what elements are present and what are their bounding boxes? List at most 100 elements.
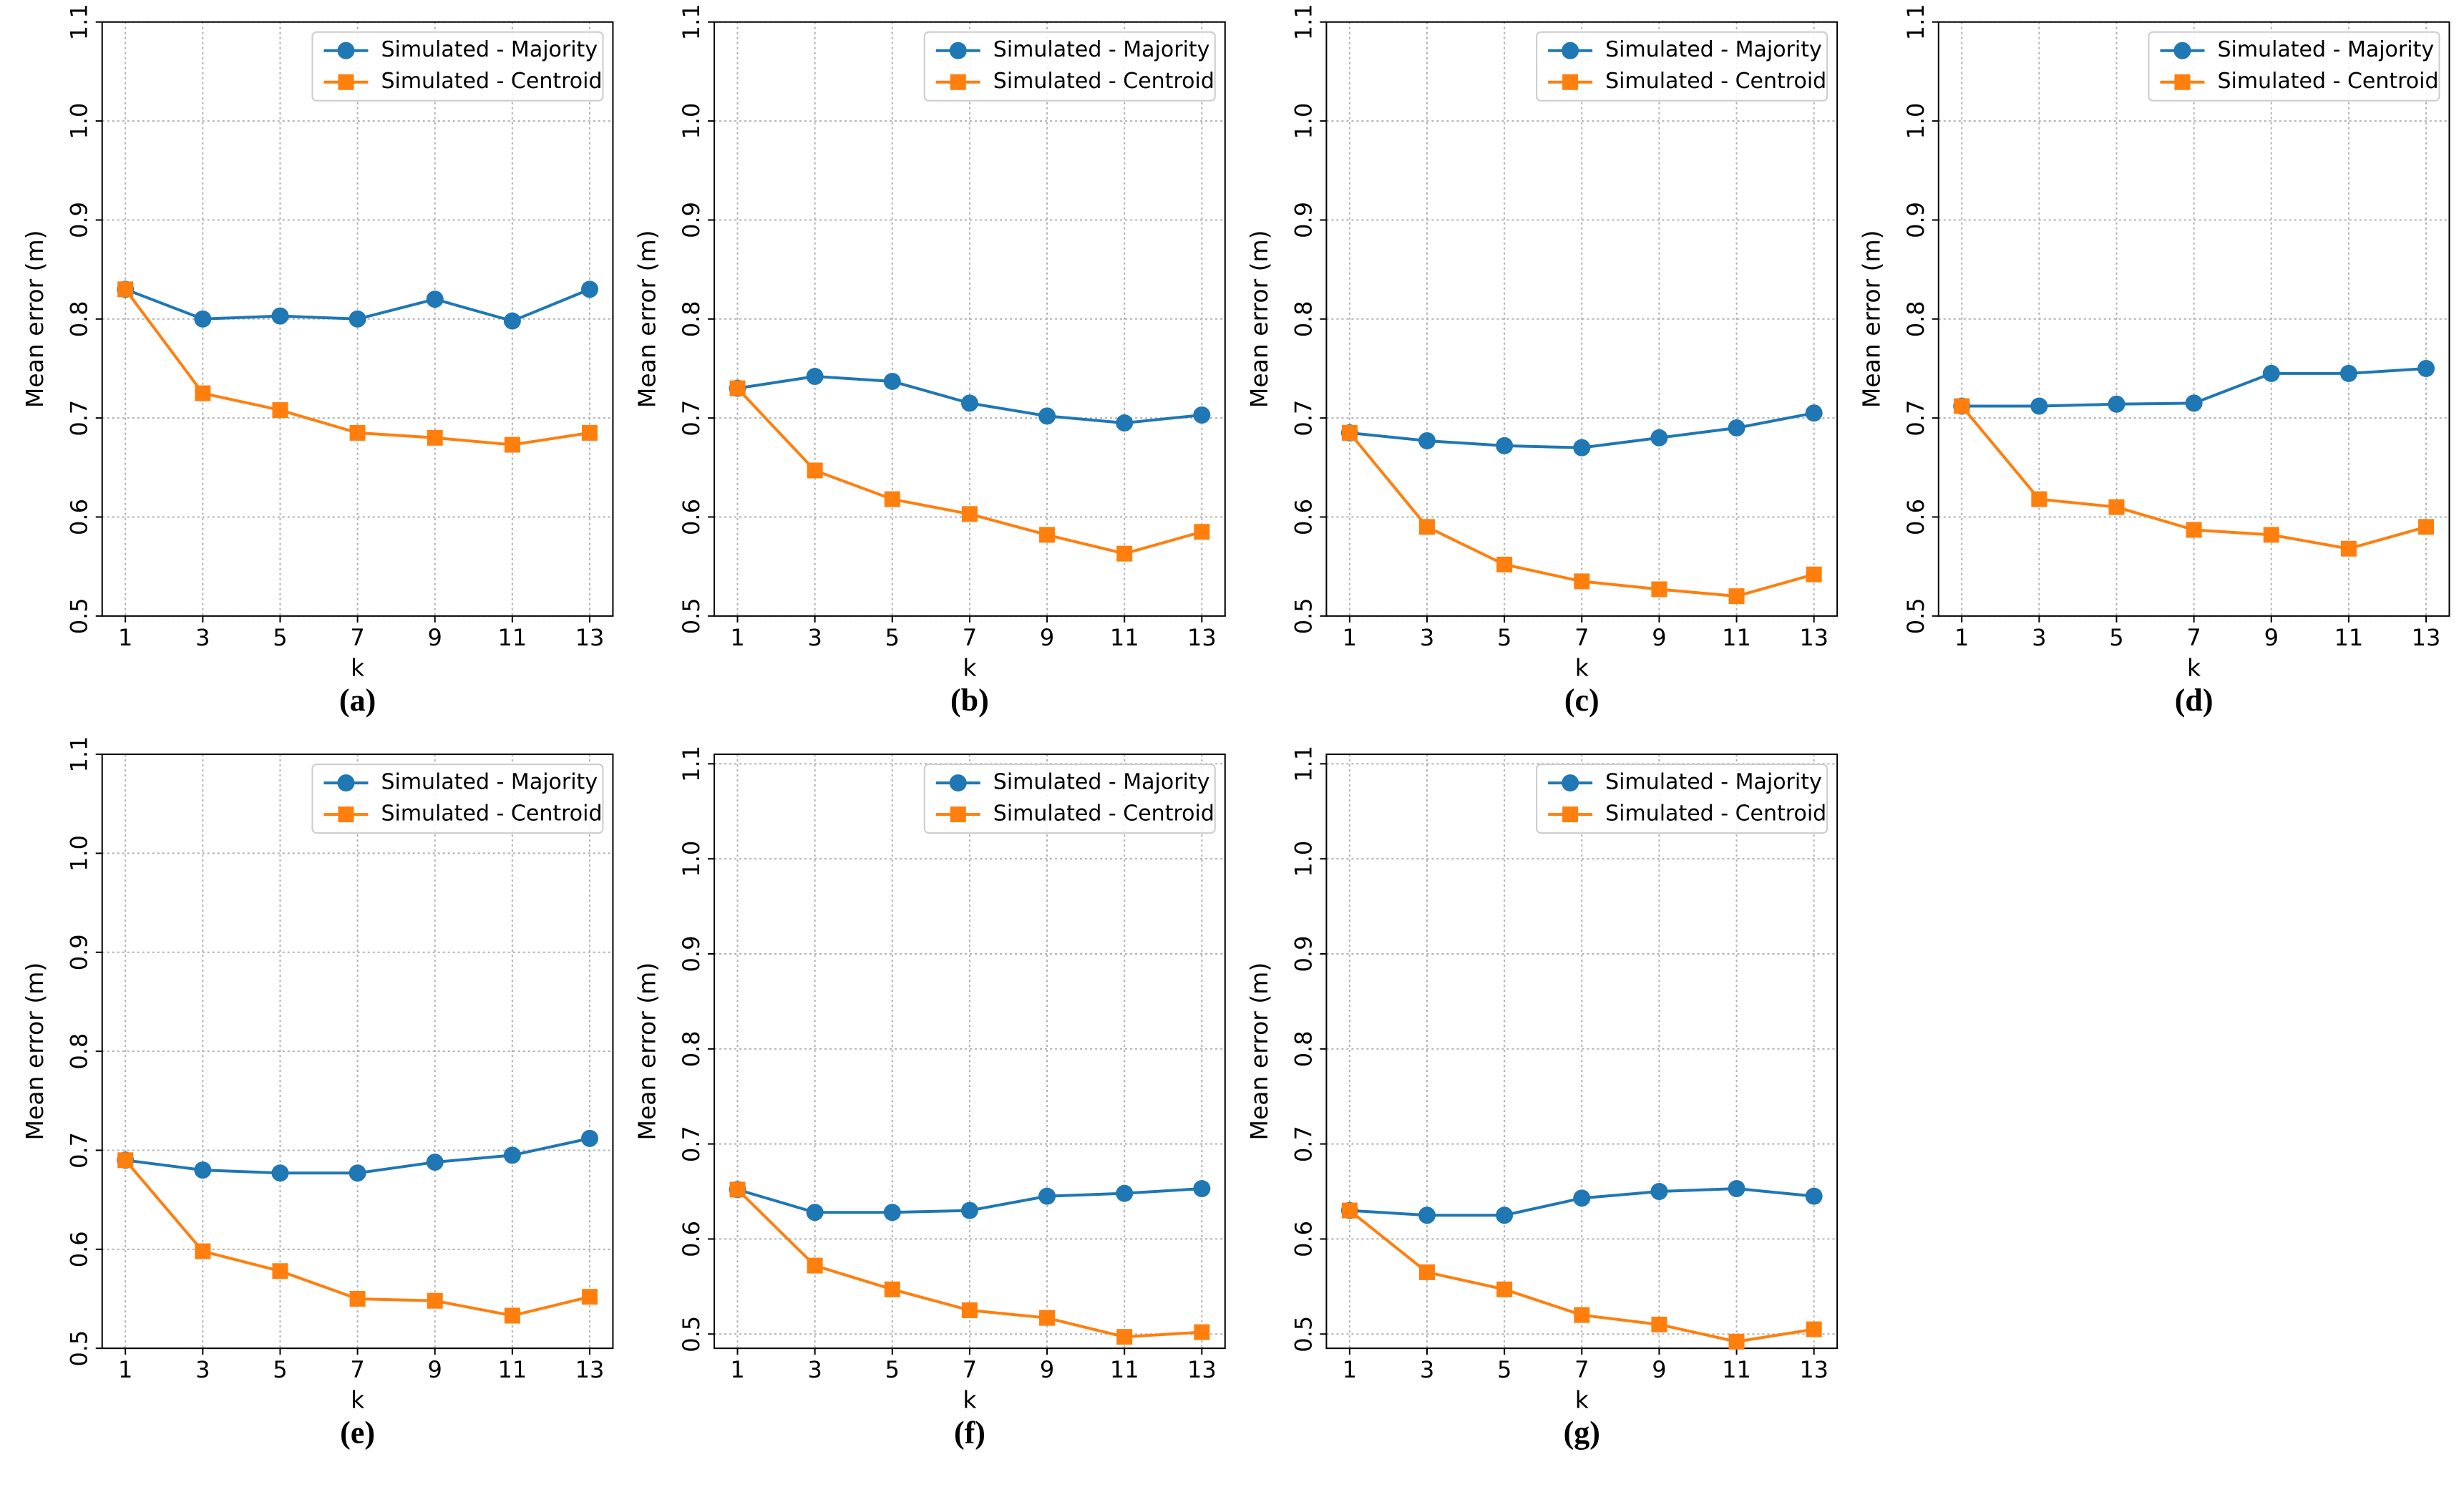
marker (1193, 1180, 1211, 1198)
y-tick-label: 0.9 (1290, 936, 1317, 972)
legend-label: Simulated - Centroid (2217, 69, 2438, 94)
marker (884, 1281, 900, 1297)
x-tick-label: 1 (118, 1356, 132, 1383)
y-tick-label: 0.9 (66, 202, 93, 238)
legend-label: Simulated - Centroid (1605, 69, 1826, 94)
y-tick-label: 0.6 (1290, 1221, 1317, 1257)
y-axis-label: Mean error (m) (1245, 962, 1273, 1141)
panel-caption: (g) (1564, 1415, 1600, 1450)
y-tick-label: 1.1 (1290, 746, 1317, 782)
marker (271, 1164, 289, 1182)
marker (2418, 519, 2435, 535)
x-tick-label: 11 (1110, 624, 1139, 651)
marker (1116, 414, 1134, 432)
y-tick-label: 0.9 (1902, 202, 1929, 238)
x-tick-label: 1 (1343, 624, 1357, 651)
marker (1650, 1183, 1668, 1201)
legend-box (923, 764, 1216, 834)
marker (960, 1201, 978, 1219)
marker (194, 310, 212, 328)
panel-caption: (e) (340, 1415, 375, 1450)
marker (2173, 42, 2191, 59)
marker (337, 774, 355, 792)
marker (1039, 527, 1056, 543)
y-tick-label: 0.5 (66, 1330, 93, 1367)
y-tick-label: 1.1 (678, 4, 705, 40)
marker (426, 1154, 444, 1171)
x-tick-label: 7 (1574, 1356, 1589, 1383)
marker (961, 1302, 978, 1319)
x-tick-label: 11 (2334, 624, 2364, 651)
y-tick-label: 0.7 (66, 400, 93, 437)
marker (950, 74, 966, 90)
legend-label: Simulated - Centroid (993, 801, 1214, 827)
marker (1341, 424, 1358, 441)
marker (580, 281, 598, 298)
marker (1573, 1189, 1591, 1207)
marker (1728, 588, 1745, 605)
x-tick-label: 13 (1187, 624, 1217, 651)
plot-frame (714, 754, 1226, 1350)
y-tick-label: 0.5 (678, 1316, 705, 1352)
x-axis-label: k (351, 1386, 365, 1414)
legend-label: Simulated - Majority (993, 37, 1210, 62)
marker (117, 281, 134, 298)
marker (2031, 491, 2047, 507)
x-tick-label: 5 (1497, 1356, 1511, 1383)
marker (950, 806, 966, 823)
marker (1496, 1206, 1514, 1224)
marker (195, 385, 211, 401)
marker (1194, 1324, 1210, 1340)
x-tick-label: 3 (195, 1356, 210, 1383)
plot-frame (1325, 21, 1839, 617)
marker (1806, 1321, 1822, 1337)
panel-caption: (b) (950, 683, 989, 718)
marker (580, 1129, 598, 1147)
x-tick-label: 13 (1187, 1356, 1217, 1383)
x-tick-label: 3 (1420, 1356, 1434, 1383)
x-tick-label: 3 (2032, 624, 2046, 651)
x-tick-label: 9 (1040, 624, 1054, 651)
x-tick-label: 11 (1722, 624, 1751, 651)
marker (426, 291, 444, 308)
marker (1419, 519, 1436, 535)
y-axis-label: Mean error (m) (633, 962, 661, 1141)
x-tick-label: 7 (1574, 624, 1589, 651)
x-tick-label: 3 (195, 624, 210, 651)
x-tick-label: 1 (1954, 624, 1969, 651)
legend-box (2148, 31, 2440, 102)
x-tick-label: 9 (2264, 624, 2279, 651)
x-tick-label: 13 (2412, 624, 2441, 651)
marker (806, 1204, 824, 1222)
y-tick-label: 0.8 (678, 301, 705, 337)
x-tick-label: 11 (1722, 1356, 1751, 1383)
x-tick-label: 5 (1497, 624, 1511, 651)
x-tick-label: 11 (1110, 1356, 1139, 1383)
legend-box (923, 31, 1216, 102)
marker (1574, 1307, 1590, 1323)
marker (949, 42, 967, 59)
marker (581, 1289, 598, 1305)
x-tick-label: 5 (2109, 624, 2123, 651)
y-tick-label: 0.5 (1290, 598, 1317, 634)
marker (2417, 359, 2435, 377)
x-axis-label: k (963, 1386, 977, 1414)
marker (1728, 1333, 1745, 1350)
x-tick-label: 3 (807, 1356, 822, 1383)
marker (2108, 395, 2125, 413)
x-tick-label: 9 (428, 1356, 442, 1383)
marker (949, 774, 967, 792)
marker (1194, 524, 1210, 540)
y-tick-label: 1.1 (66, 736, 93, 773)
y-tick-label: 0.5 (1902, 598, 1929, 634)
marker (2263, 527, 2279, 543)
marker (1496, 556, 1513, 572)
marker (1562, 42, 1579, 59)
y-axis-label: Mean error (m) (21, 230, 49, 408)
x-tick-label: 3 (807, 624, 822, 651)
marker (194, 1161, 212, 1179)
